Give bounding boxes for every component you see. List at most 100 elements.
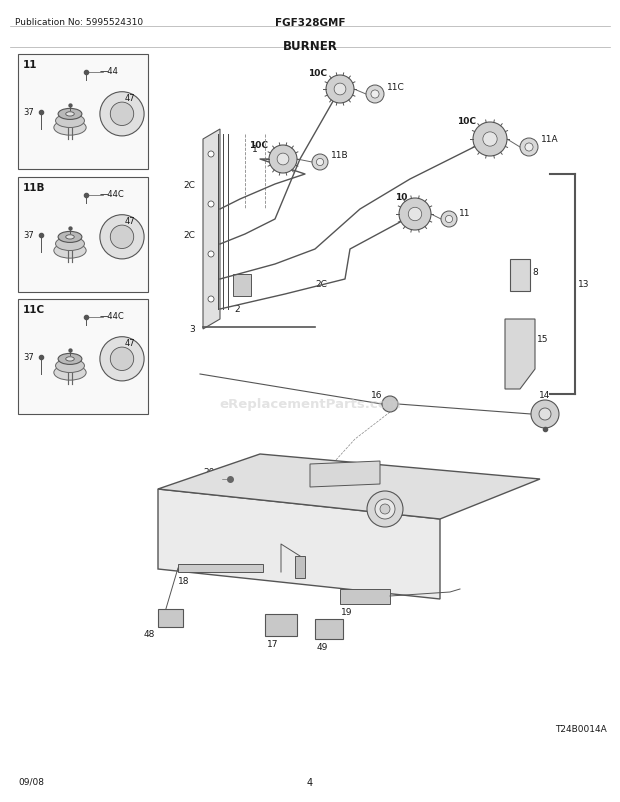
Text: 11C: 11C bbox=[23, 305, 45, 314]
Circle shape bbox=[520, 139, 538, 157]
Ellipse shape bbox=[54, 244, 86, 259]
Text: 37: 37 bbox=[23, 107, 33, 117]
Polygon shape bbox=[505, 320, 535, 390]
Text: 1: 1 bbox=[252, 145, 258, 154]
Circle shape bbox=[525, 144, 533, 152]
Text: 11B: 11B bbox=[23, 183, 45, 192]
Text: 17: 17 bbox=[267, 639, 278, 648]
Circle shape bbox=[531, 400, 559, 428]
Text: 21: 21 bbox=[406, 494, 417, 504]
Text: 49: 49 bbox=[317, 642, 329, 651]
Text: 19: 19 bbox=[341, 607, 353, 616]
Ellipse shape bbox=[66, 358, 74, 362]
Circle shape bbox=[409, 208, 422, 221]
Circle shape bbox=[366, 86, 384, 104]
Text: 11C: 11C bbox=[387, 83, 405, 92]
Text: 20: 20 bbox=[203, 468, 215, 477]
Text: 37: 37 bbox=[23, 353, 33, 362]
Circle shape bbox=[269, 146, 297, 174]
Circle shape bbox=[312, 155, 328, 171]
Text: BURNER: BURNER bbox=[283, 40, 337, 53]
Ellipse shape bbox=[58, 354, 82, 365]
Text: 47: 47 bbox=[125, 94, 136, 103]
Text: 11A: 11A bbox=[541, 136, 559, 144]
Text: 10C: 10C bbox=[249, 140, 268, 149]
Text: 09/08: 09/08 bbox=[18, 777, 44, 786]
Bar bbox=[178, 565, 263, 573]
Circle shape bbox=[208, 202, 214, 208]
Text: 13: 13 bbox=[578, 280, 590, 290]
Circle shape bbox=[100, 216, 144, 260]
Bar bbox=[315, 619, 343, 639]
Text: T24B0014A: T24B0014A bbox=[555, 724, 607, 733]
Text: 37: 37 bbox=[23, 231, 33, 240]
Circle shape bbox=[441, 212, 457, 228]
Bar bbox=[510, 260, 530, 292]
Circle shape bbox=[100, 338, 144, 382]
Ellipse shape bbox=[66, 112, 74, 117]
Bar bbox=[340, 589, 390, 604]
Bar bbox=[295, 557, 305, 578]
Text: 10C: 10C bbox=[457, 117, 476, 127]
Circle shape bbox=[367, 492, 403, 528]
Ellipse shape bbox=[58, 109, 82, 120]
Circle shape bbox=[316, 160, 324, 166]
Circle shape bbox=[110, 103, 134, 127]
Bar bbox=[18, 300, 148, 415]
Text: 15: 15 bbox=[537, 334, 549, 343]
Circle shape bbox=[334, 84, 346, 95]
Bar bbox=[158, 610, 183, 627]
Polygon shape bbox=[310, 461, 380, 488]
Circle shape bbox=[110, 347, 134, 371]
Text: 3: 3 bbox=[189, 325, 195, 334]
Text: 4: 4 bbox=[307, 777, 313, 787]
Text: 16: 16 bbox=[371, 391, 382, 400]
Circle shape bbox=[208, 252, 214, 257]
Polygon shape bbox=[158, 489, 440, 599]
Text: 2C: 2C bbox=[315, 280, 327, 290]
Ellipse shape bbox=[56, 237, 84, 251]
Circle shape bbox=[100, 92, 144, 136]
Text: 47: 47 bbox=[125, 338, 136, 347]
Circle shape bbox=[277, 154, 289, 166]
Circle shape bbox=[380, 504, 390, 514]
Text: 2: 2 bbox=[234, 305, 239, 314]
Text: 18: 18 bbox=[178, 577, 190, 585]
Bar bbox=[18, 55, 148, 170]
Text: 8: 8 bbox=[532, 268, 538, 277]
Text: 2C: 2C bbox=[183, 180, 195, 189]
Circle shape bbox=[371, 91, 379, 99]
Text: 10: 10 bbox=[394, 193, 407, 202]
Polygon shape bbox=[158, 455, 540, 520]
Circle shape bbox=[445, 216, 453, 223]
Text: 2C: 2C bbox=[183, 230, 195, 239]
Circle shape bbox=[483, 132, 497, 147]
Bar bbox=[233, 274, 251, 297]
Ellipse shape bbox=[56, 115, 84, 128]
Text: 11: 11 bbox=[23, 60, 37, 70]
Circle shape bbox=[208, 152, 214, 158]
Bar bbox=[265, 614, 297, 636]
Text: Publication No: 5995524310: Publication No: 5995524310 bbox=[15, 18, 143, 27]
Circle shape bbox=[382, 396, 398, 412]
Circle shape bbox=[539, 408, 551, 420]
Circle shape bbox=[473, 123, 507, 157]
Ellipse shape bbox=[54, 120, 86, 136]
Text: —44: —44 bbox=[100, 67, 119, 76]
Text: 11: 11 bbox=[459, 209, 471, 217]
Text: eReplacementParts.com: eReplacementParts.com bbox=[219, 398, 401, 411]
Circle shape bbox=[399, 199, 431, 231]
Circle shape bbox=[326, 76, 354, 104]
Circle shape bbox=[208, 297, 214, 302]
Text: 48: 48 bbox=[144, 630, 155, 638]
Ellipse shape bbox=[56, 359, 84, 373]
Ellipse shape bbox=[54, 366, 86, 381]
Circle shape bbox=[110, 226, 134, 249]
Text: 10C: 10C bbox=[308, 70, 327, 79]
Text: 11B: 11B bbox=[331, 152, 348, 160]
Ellipse shape bbox=[66, 236, 74, 240]
Bar bbox=[18, 178, 148, 293]
Text: 14: 14 bbox=[539, 391, 551, 399]
Polygon shape bbox=[203, 130, 220, 330]
Ellipse shape bbox=[58, 232, 82, 243]
